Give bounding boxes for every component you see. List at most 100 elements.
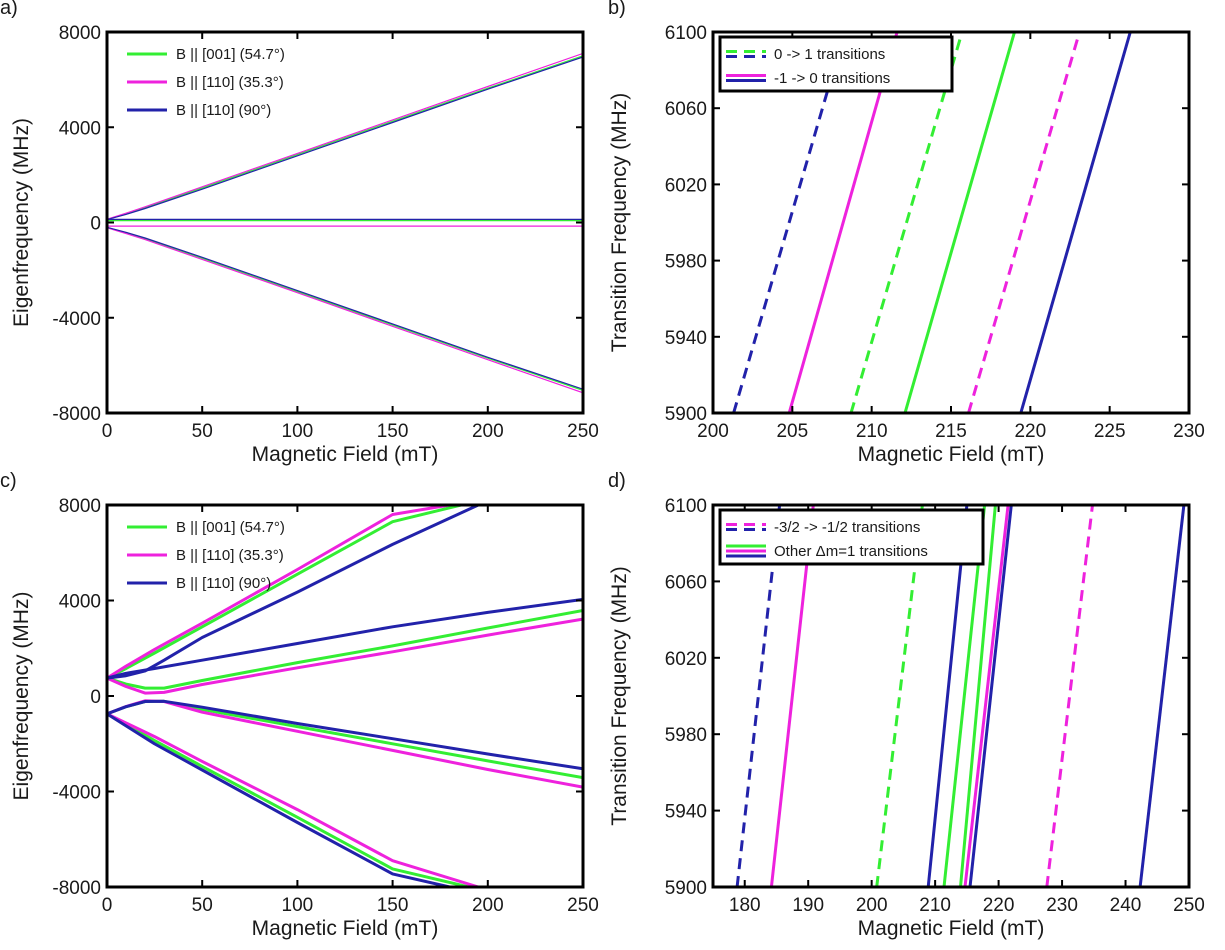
panel-label: c) [0,470,17,492]
series-1-curve-1 [107,617,583,695]
y-tick-label: -4000 [52,783,101,804]
x-tick-label: 200 [856,895,888,916]
panel-c: 0 50 100 150 200 250 -8000 -4000 0 4000 8000 Magnet… [0,470,599,940]
y-tick-label: 5940 [665,802,707,823]
x-axis-label: Magnetic Field (mT) [252,443,439,466]
y-tick-label: 8000 [59,496,101,517]
x-tick-label: 230 [1046,895,1078,916]
panel-label: b) [608,0,626,19]
x-tick-label: 150 [377,895,409,916]
x-axis-label: Magnetic Field (mT) [858,917,1045,940]
plot-area [735,505,1186,887]
x-tick-label: 225 [1094,421,1126,442]
x-tick-label: 0 [102,895,113,916]
series-0-curve-0 [107,505,462,680]
legend-label: -3/2 -> -1/2 transitions [774,519,920,536]
series-2-curve-2 [107,226,583,390]
series-4-curve-0 [942,505,987,887]
y-tick-label: 5940 [665,328,707,349]
series-3-curve-0 [926,505,969,887]
legend-label: B || [001] (54.7°) [176,519,285,536]
plot-frame [711,503,1191,889]
y-tick-label: 6060 [665,99,707,120]
series-9-curve-0 [1138,505,1186,887]
series-1-curve-2 [107,699,583,789]
x-tick-label: 230 [1173,421,1205,442]
x-axis-label: Magnetic Field (mT) [858,443,1045,466]
panel-d: 180 190 200 210 220 230 240 250 5900 5940 5980 6020… [608,470,1205,940]
y-tick-label: 8000 [59,23,101,44]
x-tick-label: 210 [919,895,951,916]
series-1-curve-2 [107,227,583,394]
series-2-curve-0 [849,32,964,413]
series-2-curve-0 [875,505,924,887]
y-tick-label: -4000 [52,309,101,330]
y-tick-label: 5980 [665,725,707,746]
x-tick-label: 205 [776,421,808,442]
series-4-curve-0 [967,32,1081,413]
x-tick-label: 50 [192,421,213,442]
x-tick-label: 100 [282,421,314,442]
series-2-curve-2 [107,699,583,771]
legend: B || [001] (54.7°) B || [110] (35.3°) B ||… [127,519,285,592]
legend-label: B || [110] (35.3°) [176,547,284,564]
series-1-curve-0 [107,52,583,220]
x-tick-label: 250 [567,421,599,442]
series-1-curve-0 [769,505,815,887]
plot-area [107,52,583,394]
y-tick-label: 6100 [665,496,707,517]
x-tick-label: 220 [1014,421,1046,442]
series-1-curve-3 [107,712,479,887]
y-tick-label: 4000 [59,118,101,139]
series-0-curve-3 [107,712,470,887]
series-1-curve-0 [787,32,899,413]
y-axis-label: Transition Frequency (MHz) [608,566,631,825]
legend: B || [001] (54.7°) B || [110] (35.3°) B ||… [127,46,285,119]
panel-a: 0 50 100 150 200 250 -8000 -4000 0 4000 8000 Magnet… [0,0,599,466]
series-5-curve-0 [1019,32,1132,413]
series-6-curve-0 [963,505,1010,887]
x-tick-label: 200 [472,895,504,916]
x-tick-label: 240 [1110,895,1142,916]
y-tick-label: 6060 [665,572,707,593]
y-axis-label: Eigenfrequency (MHz) [10,592,33,801]
x-axis-label: Magnetic Field (mT) [252,917,439,940]
y-tick-label: 5900 [665,878,707,899]
x-tick-label: 210 [856,421,888,442]
legend-label: B || [110] (90°) [176,575,271,592]
series-2-curve-0 [107,505,479,680]
x-tick-label: 215 [935,421,967,442]
y-tick-label: 5900 [665,404,707,425]
series-1-curve-0 [107,505,450,680]
x-tick-label: 200 [472,421,504,442]
y-tick-label: 4000 [59,592,101,613]
series-2-curve-0 [107,56,583,221]
panel-label: a) [0,0,18,19]
y-tick-label: -8000 [52,878,101,899]
x-tick-label: 0 [102,421,113,442]
series-3-curve-0 [903,32,1016,413]
x-tick-label: 200 [697,421,729,442]
series-8-curve-0 [1045,505,1094,887]
x-tick-label: 250 [567,895,599,916]
legend-label: B || [110] (90°) [176,102,271,119]
x-tick-label: 150 [377,421,409,442]
y-axis-label: Transition Frequency (MHz) [608,93,631,352]
y-axis-label: Eigenfrequency (MHz) [10,118,33,327]
legend: -3/2 -> -1/2 transitions Other Δm=1 trans… [718,508,985,566]
legend-label: B || [110] (35.3°) [176,74,284,91]
y-tick-label: -8000 [52,404,101,425]
x-tick-label: 50 [192,895,213,916]
y-tick-label: 0 [90,214,101,235]
y-tick-label: 6020 [665,649,707,670]
legend-label: -1 -> 0 transitions [774,70,890,87]
legend-label: Other Δm=1 transitions [774,543,928,560]
series-0-curve-0 [735,505,782,887]
x-tick-label: 190 [792,895,824,916]
series-2-curve-3 [107,712,451,887]
series-7-curve-0 [968,505,1013,887]
y-tick-label: 0 [90,687,101,708]
series-0-curve-0 [732,32,847,413]
x-tick-label: 100 [282,895,314,916]
